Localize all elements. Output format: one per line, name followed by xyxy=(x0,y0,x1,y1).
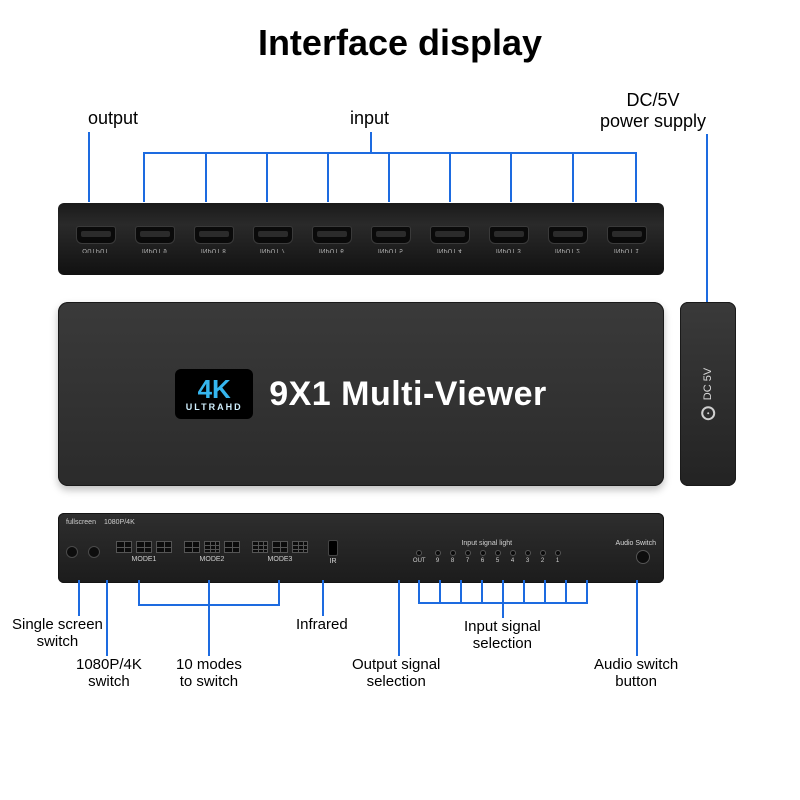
hdmi-port-input5: INPUT 5 xyxy=(367,226,415,253)
ir-receiver xyxy=(328,540,338,556)
callout-line xyxy=(266,152,268,202)
badge-4k-text: 4K xyxy=(198,376,231,402)
led-1[interactable]: 1 xyxy=(555,550,561,564)
audio-switch-label: Audio Switch xyxy=(616,540,656,547)
callout-line xyxy=(586,580,588,602)
ir-label: IR xyxy=(330,558,337,565)
resolution-button[interactable] xyxy=(88,546,100,558)
dc-jack-icon xyxy=(701,406,715,420)
signal-lights-title: Input signal light xyxy=(461,540,512,547)
led-row: OUT 9 8 7 6 5 4 3 2 1 xyxy=(413,550,561,564)
hdmi-port-input2: INPUT 2 xyxy=(544,226,592,253)
callout-line xyxy=(572,152,574,202)
led-8[interactable]: 8 xyxy=(450,550,456,564)
callout-line xyxy=(138,580,140,604)
callout-line xyxy=(502,580,504,602)
rear-panel: OUTPUT INPUT 9 INPUT 8 INPUT 7 INPUT 6 I… xyxy=(58,203,664,275)
callout-line xyxy=(106,580,108,656)
callout-line xyxy=(208,580,210,604)
fp-res-label: 1080P/4K xyxy=(104,519,146,526)
fullscreen-button[interactable] xyxy=(66,546,78,558)
hdmi-port-input1: INPUT 1 xyxy=(603,226,651,253)
label-input: input xyxy=(350,108,389,129)
callout-line xyxy=(439,580,441,602)
front-panel: fullscreen 1080P/4K MODE1 MODE2 MODE3 IR… xyxy=(58,513,664,583)
callout-line xyxy=(208,604,210,656)
callout-line xyxy=(481,580,483,602)
label-single-screen: Single screen switch xyxy=(12,616,103,651)
badge-ultrahd-text: ULTRAHD xyxy=(186,402,243,412)
label-audio-switch: Audio switch button xyxy=(594,656,678,691)
led-4[interactable]: 4 xyxy=(510,550,516,564)
callout-line xyxy=(327,152,329,202)
badge-4k: 4K ULTRAHD xyxy=(175,369,253,419)
label-output-signal: Output signal selection xyxy=(352,656,440,691)
led-out[interactable]: OUT xyxy=(413,550,426,564)
callout-line xyxy=(544,580,546,602)
hdmi-port-input3: INPUT 3 xyxy=(485,226,533,253)
callout-line xyxy=(636,580,638,656)
callout-line xyxy=(278,580,280,604)
led-9[interactable]: 9 xyxy=(435,550,441,564)
callout-line xyxy=(370,132,372,152)
callout-line xyxy=(143,152,145,202)
mode1-group[interactable]: MODE1 xyxy=(116,541,172,563)
hdmi-port-input9: INPUT 9 xyxy=(131,226,179,253)
label-res-switch: 1080P/4K switch xyxy=(76,656,142,691)
product-name: 9X1 Multi-Viewer xyxy=(269,375,547,414)
hdmi-port-input8: INPUT 8 xyxy=(190,226,238,253)
signal-lights: Input signal light OUT 9 8 7 6 5 4 3 2 1 xyxy=(358,540,616,564)
led-3[interactable]: 3 xyxy=(525,550,531,564)
side-view-panel: DC 5V xyxy=(680,302,736,486)
audio-switch-button[interactable] xyxy=(636,550,650,564)
callout-line xyxy=(418,580,420,602)
hdmi-port-output: OUTPUT xyxy=(72,226,120,253)
callout-line xyxy=(510,152,512,202)
dc-label: DC 5V xyxy=(702,368,714,400)
led-6[interactable]: 6 xyxy=(480,550,486,564)
callout-line xyxy=(460,580,462,602)
hdmi-port-input4: INPUT 4 xyxy=(426,226,474,253)
callout-line xyxy=(88,132,90,202)
led-7[interactable]: 7 xyxy=(465,550,471,564)
page-title: Interface display xyxy=(0,22,800,64)
led-5[interactable]: 5 xyxy=(495,550,501,564)
callout-line xyxy=(635,152,637,202)
fp-fullscreen-label: fullscreen xyxy=(66,519,104,526)
label-input-signal: Input signal selection xyxy=(464,618,541,653)
label-output: output xyxy=(88,108,138,129)
callout-line xyxy=(143,152,637,154)
callout-line xyxy=(565,580,567,602)
callout-line xyxy=(449,152,451,202)
mode3-group[interactable]: MODE3 xyxy=(252,541,308,563)
callout-line xyxy=(78,580,80,616)
callout-line xyxy=(502,602,504,618)
mode2-group[interactable]: MODE2 xyxy=(184,541,240,563)
callout-line xyxy=(322,580,324,616)
callout-line xyxy=(205,152,207,202)
top-view-panel: 4K ULTRAHD 9X1 Multi-Viewer xyxy=(58,302,664,486)
label-modes: 10 modes to switch xyxy=(176,656,242,691)
led-2[interactable]: 2 xyxy=(540,550,546,564)
callout-line xyxy=(388,152,390,202)
label-power: DC/5V power supply xyxy=(600,90,706,131)
callout-line xyxy=(523,580,525,602)
hdmi-port-input6: INPUT 6 xyxy=(308,226,356,253)
label-infrared: Infrared xyxy=(296,616,348,633)
hdmi-port-input7: INPUT 7 xyxy=(249,226,297,253)
callout-line xyxy=(398,580,400,656)
